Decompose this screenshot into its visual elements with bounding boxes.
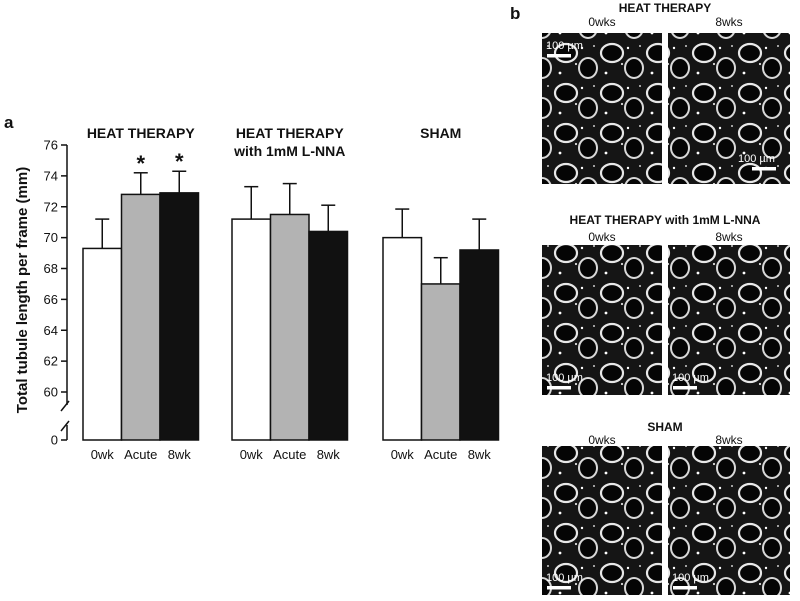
scale-bar (547, 586, 571, 590)
scale-bar (673, 586, 697, 590)
group-title: SHAM (420, 125, 461, 141)
bar (269, 213, 310, 441)
bar (120, 193, 161, 441)
scale-bar-label: 100 µm (738, 153, 775, 165)
scale-bar (547, 386, 571, 390)
scale-bar (752, 167, 776, 171)
x-tick-label: 8wk (317, 447, 341, 462)
column-label: 8wks (715, 230, 742, 244)
y-tick-label: 60 (44, 385, 58, 400)
section-title: HEAT THERAPY (619, 1, 711, 15)
group-title: with 1mM L-NNA (233, 143, 345, 159)
column-label: 8wks (715, 15, 742, 29)
y-tick-label: 72 (44, 199, 58, 214)
scale-bar-label: 100 µm (672, 572, 709, 584)
column-label: 8wks (715, 433, 742, 447)
bar (459, 249, 500, 441)
y-tick-label: 64 (44, 323, 58, 338)
scale-bar-label: 100 µm (672, 372, 709, 384)
micrograph (542, 33, 662, 184)
scale-bar-label: 100 µm (546, 572, 583, 584)
axis-break (60, 400, 70, 412)
bar (308, 230, 349, 441)
x-tick-label: Acute (273, 447, 306, 462)
scale-bar-label: 100 µm (546, 372, 583, 384)
x-tick-label: Acute (424, 447, 457, 462)
bar (420, 283, 461, 441)
x-tick-label: 0wk (91, 447, 115, 462)
significance-marker: * (136, 151, 145, 176)
scale-bar (673, 386, 697, 390)
column-label: 0wks (588, 15, 615, 29)
x-tick-label: Acute (124, 447, 157, 462)
axis-break (60, 420, 70, 432)
column-label: 0wks (588, 230, 615, 244)
x-tick-label: 8wk (468, 447, 492, 462)
scale-bar (547, 54, 571, 58)
y-tick-label: 62 (44, 354, 58, 369)
y-tick-label: 66 (44, 292, 58, 307)
bar (82, 247, 123, 441)
y-tick-label: 74 (44, 168, 58, 183)
x-tick-label: 8wk (168, 447, 192, 462)
bar (231, 218, 272, 441)
y-tick-label: 68 (44, 261, 58, 276)
micrograph (542, 245, 662, 395)
x-tick-label: 0wk (240, 447, 264, 462)
micrograph (668, 245, 790, 395)
scale-bar-label: 100 µm (546, 40, 583, 52)
panel-label: b (510, 4, 520, 23)
bar (382, 236, 423, 441)
micrograph (668, 446, 790, 595)
group-title: HEAT THERAPY (87, 125, 196, 141)
column-label: 0wks (588, 433, 615, 447)
y-axis-title: Total tubule length per frame (mm) (14, 167, 31, 413)
bar (159, 192, 200, 441)
x-tick-label: 0wk (391, 447, 415, 462)
panel-label: a (4, 113, 14, 132)
micrograph (542, 446, 662, 595)
section-title: SHAM (647, 420, 682, 434)
y-tick-label: 0 (51, 433, 58, 448)
significance-marker: * (175, 149, 184, 174)
micrograph (668, 33, 790, 184)
y-tick-label: 76 (44, 138, 58, 153)
group-title: HEAT THERAPY (236, 125, 345, 141)
section-title: HEAT THERAPY with 1mM L-NNA (570, 213, 761, 227)
y-tick-label: 70 (44, 230, 58, 245)
